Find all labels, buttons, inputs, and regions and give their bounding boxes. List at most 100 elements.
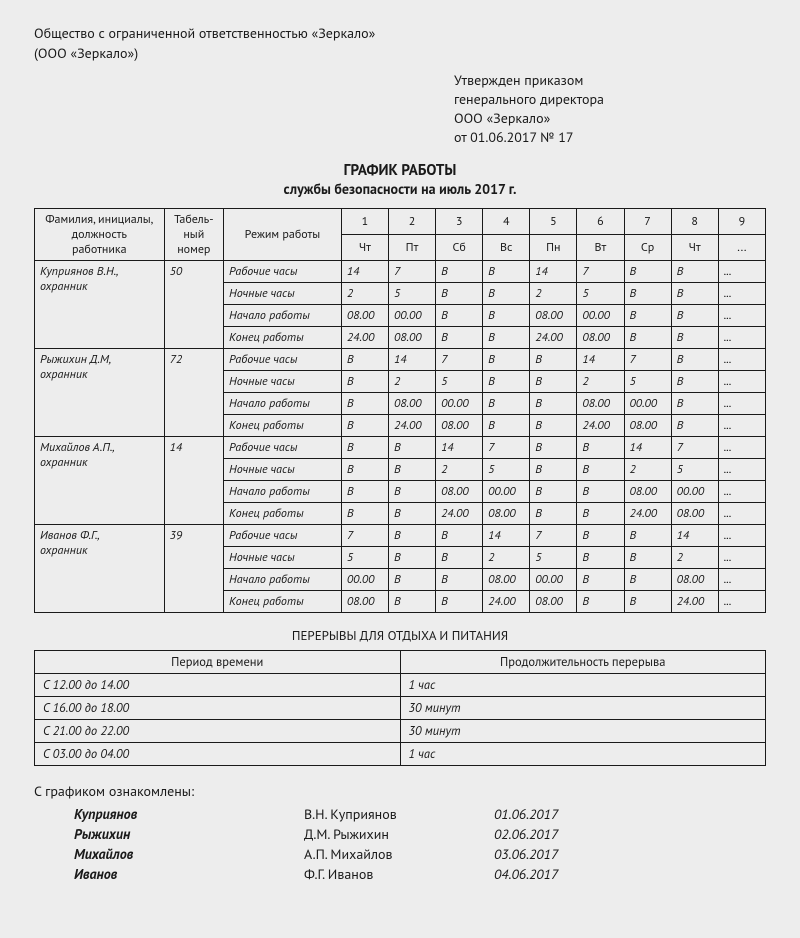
day-cell: ... (718, 524, 765, 546)
day-cell: В (624, 304, 671, 326)
day-cell: 14 (483, 524, 530, 546)
breaks-cell: 1 час (400, 673, 766, 696)
day-cell: 5 (483, 458, 530, 480)
breaks-cell: С 21.00 до 22.00 (35, 719, 401, 742)
approval-block: Утвержден приказом генерального директор… (454, 71, 766, 147)
mode-cell: Конец работы (224, 502, 342, 524)
ack-row: КуприяновВ.Н. Куприянов01.06.2017 (34, 804, 766, 824)
day-cell: В (341, 458, 388, 480)
approval-line-1: Утвержден приказом (454, 71, 766, 90)
day-cell: 08.00 (436, 414, 483, 436)
day-cell: ... (718, 458, 765, 480)
day-cell: 24.00 (436, 502, 483, 524)
day-cell: 00.00 (530, 568, 577, 590)
day-cell: В (577, 458, 624, 480)
day-cell: В (341, 502, 388, 524)
day-cell: В (436, 326, 483, 348)
mode-cell: Ночные часы (224, 546, 342, 568)
day-cell: 08.00 (388, 326, 435, 348)
day-cell: В (671, 326, 718, 348)
day-cell: В (436, 304, 483, 326)
col-day-dow: ... (718, 234, 765, 260)
breaks-thead: Период времениПродолжительность перерыва (35, 650, 766, 673)
approval-line-2: генерального директора (454, 90, 766, 109)
day-cell: 00.00 (388, 304, 435, 326)
breaks-cell: С 03.00 до 04.00 (35, 742, 401, 765)
col-day-num: 6 (577, 208, 624, 234)
col-day-dow: Чт (671, 234, 718, 260)
ack-signature: Рыжихин (74, 825, 304, 843)
day-cell: В (341, 392, 388, 414)
day-cell: В (577, 436, 624, 458)
day-cell: В (671, 282, 718, 304)
ack-signature: Куприянов (74, 805, 304, 823)
day-cell: 7 (624, 348, 671, 370)
ack-title: С графиком ознакомлены: (34, 782, 766, 800)
day-cell: В (436, 524, 483, 546)
day-cell: В (388, 590, 435, 612)
title-sub: службы безопасности на июль 2017 г. (34, 180, 766, 198)
day-cell: В (341, 370, 388, 392)
day-cell: 00.00 (671, 480, 718, 502)
day-cell: 08.00 (671, 568, 718, 590)
day-cell: 08.00 (624, 414, 671, 436)
day-cell: В (624, 524, 671, 546)
mode-cell: Рабочие часы (224, 524, 342, 546)
day-cell: В (530, 436, 577, 458)
day-cell: 5 (577, 282, 624, 304)
day-cell: 5 (436, 370, 483, 392)
day-cell: В (436, 546, 483, 568)
day-cell: 00.00 (577, 304, 624, 326)
day-cell: 24.00 (671, 590, 718, 612)
day-cell: 14 (388, 348, 435, 370)
approval-line-3: ООО «Зеркало» (454, 109, 766, 128)
employee-cell: Рыжихин Д.М,охранник (35, 348, 165, 436)
col-day-num: 3 (436, 208, 483, 234)
day-cell: 24.00 (483, 590, 530, 612)
day-cell: 7 (388, 260, 435, 282)
day-cell: ... (718, 282, 765, 304)
day-cell: В (341, 436, 388, 458)
day-cell: В (388, 546, 435, 568)
day-cell: 7 (483, 436, 530, 458)
ack-row: РыжихинД.М. Рыжихин02.06.2017 (34, 824, 766, 844)
day-cell: 08.00 (388, 392, 435, 414)
approval-line-4: от 01.06.2017 № 17 (454, 128, 766, 147)
day-cell: 7 (577, 260, 624, 282)
day-cell: 00.00 (341, 568, 388, 590)
day-cell: 24.00 (624, 502, 671, 524)
day-cell: В (483, 326, 530, 348)
day-cell: 08.00 (530, 304, 577, 326)
employee-cell: Куприянов В.Н.,охранник (35, 260, 165, 348)
mode-cell: Начало работы (224, 304, 342, 326)
day-cell: 14 (530, 260, 577, 282)
day-cell: В (577, 546, 624, 568)
schedule-table: Фамилия, инициалы,должностьработникаТабе… (34, 208, 766, 613)
mode-cell: Начало работы (224, 392, 342, 414)
page: Общество с ограниченной ответственностью… (0, 0, 800, 938)
breaks-tbody: С 12.00 до 14.001 часС 16.00 до 18.0030 … (35, 673, 766, 765)
day-cell: 2 (436, 458, 483, 480)
mode-cell: Рабочие часы (224, 436, 342, 458)
mode-cell: Конец работы (224, 326, 342, 348)
ack-row: ИвановФ.Г. Иванов04.06.2017 (34, 864, 766, 884)
day-cell: В (341, 414, 388, 436)
col-day-dow: Пн (530, 234, 577, 260)
breaks-cell: С 12.00 до 14.00 (35, 673, 401, 696)
col-mode: Режим работы (224, 208, 342, 260)
day-cell: 7 (436, 348, 483, 370)
day-cell: В (483, 392, 530, 414)
org-line-1: Общество с ограниченной ответственностью… (34, 24, 766, 44)
day-cell: В (577, 590, 624, 612)
day-cell: ... (718, 480, 765, 502)
day-cell: В (388, 458, 435, 480)
col-day-num: 1 (341, 208, 388, 234)
col-day-dow: Вт (577, 234, 624, 260)
ack-fullname: Ф.Г. Иванов (304, 865, 494, 883)
title-main: ГРАФИК РАБОТЫ (34, 161, 766, 180)
day-cell: В (624, 568, 671, 590)
ack-date: 02.06.2017 (494, 825, 558, 843)
day-cell: 08.00 (624, 480, 671, 502)
day-cell: В (671, 414, 718, 436)
day-cell: В (671, 370, 718, 392)
